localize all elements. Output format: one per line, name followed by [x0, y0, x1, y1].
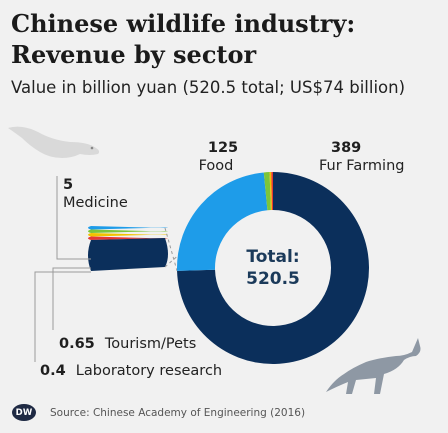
laboratory-research-label: 0.4 Laboratory research: [40, 360, 222, 379]
donut-slice-fur-farming: [177, 172, 369, 364]
donut-slice-medicine: [263, 172, 271, 211]
exploded-segment-group: [88, 226, 168, 271]
title-line-1: Chinese wildlife industry:: [11, 9, 356, 38]
exploded-slice-laboratory-research: [88, 236, 168, 240]
connector-line-1: [164, 227, 178, 272]
chart-title: Chinese wildlife industry: Revenue by se…: [11, 8, 355, 70]
food-label: Food: [199, 158, 234, 174]
medicine-value: 5: [63, 177, 73, 193]
leader-lines: [34, 176, 91, 362]
laboratory-research-value: 0.4: [40, 363, 66, 379]
dw-logo: DW: [12, 404, 36, 421]
title-line-2: Revenue by sector: [11, 40, 257, 69]
exploded-slice-tourism-pets: [88, 233, 168, 237]
fur-farming-value: 389: [331, 140, 361, 156]
connector-lines: [164, 171, 274, 272]
food-value: 125: [208, 140, 238, 156]
exploded-slice-medicine: [88, 229, 168, 233]
exploded-slice-food: [88, 226, 168, 230]
fox-icon: [326, 338, 421, 394]
total-value: 520.5: [246, 269, 300, 289]
fur-farming-label: Fur Farming: [319, 158, 404, 174]
tourism-pets-name: Tourism/Pets: [104, 336, 196, 352]
chart-subtitle: Value in billion yuan (520.5 total; US$7…: [11, 78, 406, 97]
donut-slice-tourism-pets: [269, 172, 272, 211]
donut-ring: [177, 172, 369, 364]
ferret-icon: [8, 126, 100, 158]
medicine-label: Medicine: [63, 195, 128, 211]
donut-slice-laboratory-research: [271, 172, 273, 211]
donut-slice-food: [177, 172, 268, 271]
donut-chart: Total: 520.5 389 Fur Farming 125 Food 5 …: [8, 126, 421, 394]
tourism-pets-value: 0.65: [59, 336, 95, 352]
tourism-pets-label: 0.65 Tourism/Pets: [59, 333, 196, 352]
exploded-slice-fur-farming: [88, 238, 168, 271]
footer: DW Source: Chinese Academy of Engineerin…: [12, 404, 305, 421]
source-note: Source: Chinese Academy of Engineering (…: [50, 406, 306, 419]
laboratory-research-name: Laboratory research: [76, 363, 222, 379]
total-label: Total:: [246, 247, 299, 267]
